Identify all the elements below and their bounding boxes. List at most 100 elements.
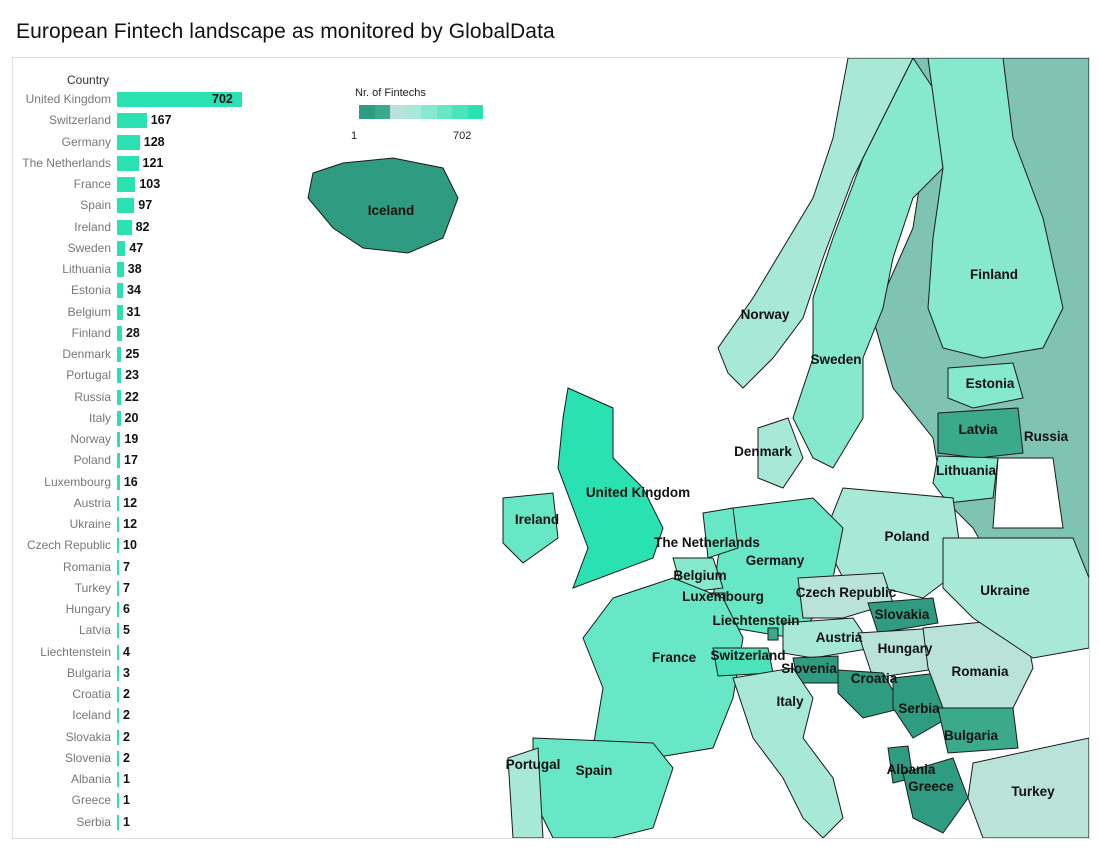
bar-row[interactable]: Spain 97 (13, 195, 273, 216)
bar-row[interactable]: Finland 28 (13, 323, 273, 344)
bar[interactable] (117, 623, 119, 639)
bar[interactable] (117, 219, 132, 235)
bar[interactable] (117, 347, 122, 362)
bar[interactable] (117, 772, 119, 787)
bar-row[interactable]: Estonia 34 (13, 280, 273, 301)
bar[interactable] (117, 262, 124, 277)
bar-row[interactable]: Turkey 7 (13, 578, 273, 599)
austria-region[interactable] (782, 617, 874, 659)
bar[interactable] (117, 304, 123, 320)
bar-row[interactable]: Russia 22 (13, 387, 273, 408)
bar[interactable] (117, 729, 119, 745)
ukraine-region[interactable] (942, 537, 1089, 659)
bar[interactable] (117, 517, 120, 532)
bar-row[interactable]: Germany 128 (13, 132, 273, 153)
bar[interactable] (117, 389, 121, 405)
greece-region[interactable] (902, 757, 969, 834)
europe-map[interactable]: Iceland Norway Sweden Finland Estonia Latvia R… (13, 58, 1089, 838)
bar[interactable] (117, 750, 119, 766)
norway-region[interactable] (717, 58, 914, 389)
bar[interactable] (117, 602, 119, 617)
bar-row[interactable]: Lithuania 38 (13, 259, 273, 280)
bar-value-label: 2 (123, 708, 130, 723)
bar[interactable] (117, 495, 120, 511)
netherlands-region[interactable] (702, 507, 739, 559)
bar-row[interactable]: Croatia 2 (13, 684, 273, 705)
sweden-region[interactable] (792, 58, 944, 469)
bar[interactable] (117, 474, 120, 490)
bulgaria-region[interactable] (937, 707, 1019, 754)
bar[interactable] (117, 198, 135, 214)
bar[interactable] (117, 453, 121, 469)
bar[interactable] (117, 134, 140, 150)
slovakia-region[interactable] (867, 597, 939, 634)
bar-row[interactable]: Austria 12 (13, 493, 273, 514)
bar-row[interactable]: France 103 (13, 174, 273, 195)
bar-row[interactable]: Iceland 2 (13, 705, 273, 726)
bar[interactable] (117, 177, 136, 192)
bar-row[interactable]: Italy 20 (13, 408, 273, 429)
iceland-region[interactable] (307, 157, 459, 254)
bar[interactable] (117, 665, 119, 681)
bar-row[interactable]: Norway 19 (13, 429, 273, 450)
legend-swatch (452, 105, 468, 119)
bar-row[interactable]: Portugal 23 (13, 365, 273, 386)
bar[interactable] (117, 814, 119, 830)
bar[interactable] (117, 687, 119, 702)
turkey-region[interactable] (967, 737, 1089, 838)
bar[interactable] (117, 708, 119, 724)
france-region[interactable] (582, 577, 744, 759)
bar-row[interactable]: Poland 17 (13, 450, 273, 471)
bar-row[interactable]: United Kingdom 702 (13, 89, 273, 110)
denmark-region[interactable] (757, 417, 804, 489)
bar[interactable] (117, 240, 126, 256)
bar-row[interactable]: Sweden 47 (13, 238, 273, 259)
bar-row[interactable]: Slovakia 2 (13, 727, 273, 748)
lithuania-region[interactable] (932, 455, 999, 504)
spain-region[interactable] (532, 737, 674, 838)
bar-row[interactable]: Hungary 6 (13, 599, 273, 620)
bar-row[interactable]: Luxembourg 16 (13, 472, 273, 493)
bar-row[interactable]: Romania 7 (13, 557, 273, 578)
legend-color-ramp[interactable] (359, 105, 483, 119)
bar-row[interactable]: Serbia 1 (13, 812, 273, 833)
croatia-region[interactable] (837, 669, 904, 719)
bar[interactable] (117, 410, 121, 426)
bar-row[interactable]: Czech Republic 10 (13, 535, 273, 556)
belarus-region[interactable] (992, 457, 1064, 529)
bar-row[interactable]: Belgium 31 (13, 302, 273, 323)
bar[interactable] (117, 368, 122, 384)
bar[interactable] (117, 283, 124, 299)
liechtenstein-region[interactable] (767, 627, 779, 641)
bar-row[interactable]: The Netherlands 121 (13, 153, 273, 174)
latvia-region[interactable] (937, 407, 1024, 459)
legend-title: Nr. of Fintechs (355, 87, 426, 99)
united-kingdom-region[interactable] (557, 387, 664, 589)
bar[interactable] (117, 580, 119, 596)
bar-row[interactable]: Slovenia 2 (13, 748, 273, 769)
bar-row[interactable]: Denmark 25 (13, 344, 273, 365)
bar-row[interactable]: Switzerland 167 (13, 110, 273, 131)
bar[interactable] (117, 559, 119, 575)
ireland-region[interactable] (502, 492, 559, 564)
bar-row[interactable]: Ukraine 12 (13, 514, 273, 535)
bar-row[interactable]: Albania 1 (13, 769, 273, 790)
bar[interactable] (117, 432, 121, 447)
portugal-region[interactable] (507, 747, 544, 838)
bar[interactable] (117, 92, 242, 107)
bar[interactable] (117, 325, 122, 341)
bar-row[interactable]: Latvia 5 (13, 620, 273, 641)
bar[interactable] (117, 113, 147, 129)
bar-row[interactable]: Greece 1 (13, 790, 273, 811)
estonia-region[interactable] (947, 362, 1024, 409)
bar[interactable] (117, 155, 139, 171)
italy-region[interactable] (732, 667, 844, 838)
bar-row[interactable]: Liechtenstein 4 (13, 642, 273, 663)
bar[interactable] (117, 644, 119, 660)
bar-row[interactable]: Ireland 82 (13, 217, 273, 238)
bar-category-label: Hungary (65, 602, 111, 616)
bar[interactable] (117, 793, 119, 809)
finland-region[interactable] (927, 58, 1064, 359)
bar[interactable] (117, 538, 119, 554)
bar-row[interactable]: Bulgaria 3 (13, 663, 273, 684)
